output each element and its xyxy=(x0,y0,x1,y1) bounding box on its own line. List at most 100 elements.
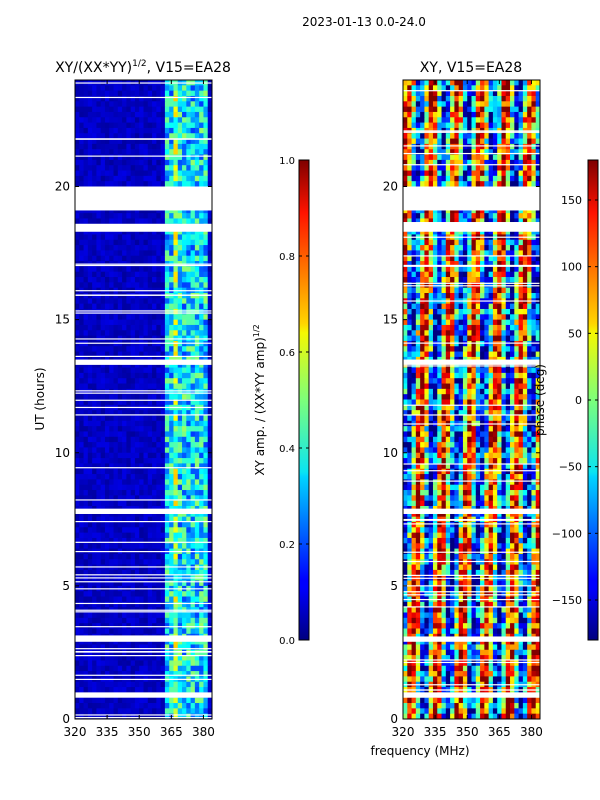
heatmap-cell xyxy=(173,458,179,464)
heatmap-cell xyxy=(92,319,97,326)
heatmap-cell xyxy=(113,250,119,257)
heatmap-cell xyxy=(445,154,451,161)
heatmap-cell xyxy=(100,527,106,534)
heatmap-cell xyxy=(75,165,80,171)
heatmap-cell xyxy=(152,420,157,427)
heatmap-cell xyxy=(92,436,97,443)
heatmap-cell xyxy=(152,426,157,432)
heatmap-cell xyxy=(458,80,464,86)
heatmap-cell xyxy=(83,447,89,454)
heatmap-cell xyxy=(428,85,434,92)
heatmap-cell xyxy=(190,372,196,379)
heatmap-cell xyxy=(113,697,119,704)
heatmap-cell xyxy=(182,229,187,235)
heatmap-cell xyxy=(143,442,149,448)
heatmap-cell xyxy=(522,138,528,145)
heatmap-cell xyxy=(147,245,153,251)
heatmap-cell xyxy=(113,277,119,283)
heatmap-cell xyxy=(83,138,89,145)
heatmap-cell xyxy=(480,149,485,155)
heatmap-cell xyxy=(83,660,89,667)
heatmap-cell xyxy=(134,255,140,262)
heatmap-cell xyxy=(139,458,144,464)
heatmap-cell xyxy=(147,154,153,161)
heatmap-cell xyxy=(75,495,80,502)
heatmap-cell xyxy=(113,90,119,97)
heatmap-cell xyxy=(117,95,123,102)
heatmap-cell xyxy=(79,154,84,161)
heatmap-cell xyxy=(173,90,179,97)
heatmap-cell xyxy=(203,708,209,715)
heatmap-cell xyxy=(501,170,507,177)
heatmap-cell xyxy=(194,111,200,118)
heatmap-cell xyxy=(147,415,153,422)
heatmap-cell xyxy=(207,122,212,129)
heatmap-cell xyxy=(152,383,157,390)
heatmap-cell xyxy=(122,298,127,305)
heatmap-cell xyxy=(518,159,524,166)
heatmap-cell xyxy=(156,553,162,560)
heatmap-cell xyxy=(152,468,157,475)
heatmap-cell xyxy=(441,175,447,182)
heatmap-cell xyxy=(164,298,170,305)
heatmap-cell xyxy=(177,122,183,129)
x-tick-label: 320 xyxy=(64,725,87,739)
heatmap-cell xyxy=(207,708,212,715)
heatmap-cell xyxy=(139,372,144,379)
heatmap-cell xyxy=(143,612,149,619)
heatmap-cell xyxy=(83,351,89,358)
heatmap-cell xyxy=(424,149,430,155)
heatmap-cell xyxy=(173,298,179,305)
heatmap-cell xyxy=(190,85,196,92)
heatmap-cell xyxy=(411,95,417,102)
heatmap-cell xyxy=(134,282,140,289)
heatmap-cell xyxy=(147,452,153,459)
heatmap-cell xyxy=(156,442,162,448)
heatmap-cell xyxy=(156,687,162,693)
heatmap-cell xyxy=(432,149,438,155)
heatmap-cell xyxy=(92,282,97,289)
heatmap-cell xyxy=(203,410,209,416)
heatmap-cell xyxy=(531,229,537,235)
heatmap-cell xyxy=(152,250,157,257)
heatmap-cell xyxy=(109,245,114,251)
heatmap-cell xyxy=(505,95,511,102)
heatmap-cell xyxy=(454,154,460,161)
heatmap-cell xyxy=(522,159,528,166)
data-gap-line xyxy=(75,499,212,501)
heatmap-cell xyxy=(177,426,183,432)
heatmap-cell xyxy=(113,170,119,177)
heatmap-cell xyxy=(190,308,196,315)
heatmap-cell xyxy=(147,117,153,124)
heatmap-cell xyxy=(169,399,174,406)
heatmap-cell xyxy=(488,122,494,129)
heatmap-cell xyxy=(96,308,102,315)
heatmap-cell xyxy=(92,527,97,534)
heatmap-cell xyxy=(104,394,110,400)
heatmap-cell xyxy=(207,521,212,528)
heatmap-cell xyxy=(518,213,524,219)
heatmap-cell xyxy=(203,90,209,97)
heatmap-cell xyxy=(130,324,136,331)
heatmap-cell xyxy=(160,95,166,102)
heatmap-cell xyxy=(130,266,136,273)
heatmap-cell xyxy=(134,250,140,257)
heatmap-cell xyxy=(96,362,102,368)
heatmap-cell xyxy=(130,101,136,108)
heatmap-cell xyxy=(143,154,149,161)
heatmap-cell xyxy=(117,463,123,470)
heatmap-cell xyxy=(432,106,438,113)
heatmap-cell xyxy=(203,521,209,528)
heatmap-cell xyxy=(160,239,166,246)
heatmap-cell xyxy=(109,234,114,241)
heatmap-cell xyxy=(190,537,196,544)
heatmap-cell xyxy=(122,207,127,214)
heatmap-cell xyxy=(75,703,80,709)
heatmap-cell xyxy=(134,319,140,326)
heatmap-cell xyxy=(186,388,191,395)
heatmap-cell xyxy=(186,415,191,422)
heatmap-cell xyxy=(415,154,421,161)
heatmap-cell xyxy=(130,703,136,709)
heatmap-cell xyxy=(143,394,149,400)
heatmap-cell xyxy=(113,681,119,688)
